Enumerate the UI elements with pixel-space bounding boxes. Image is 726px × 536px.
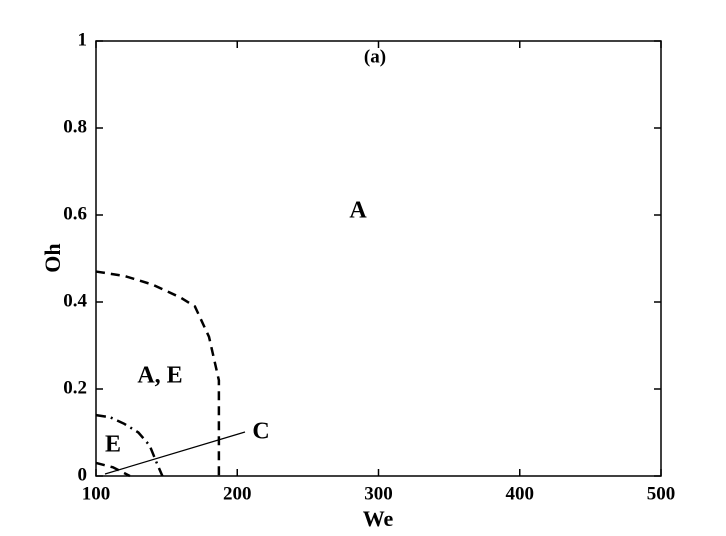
x-tick-label: 400 xyxy=(506,483,535,504)
boundary-curve xyxy=(95,413,164,477)
boundary-curve xyxy=(95,461,131,478)
x-axis-label: We xyxy=(363,506,394,531)
x-tick-label: 200 xyxy=(223,483,252,504)
y-tick-label: 0.8 xyxy=(63,116,87,137)
annotation: (a) xyxy=(364,46,386,67)
annotation: A, E xyxy=(137,363,182,389)
y-tick-label: 1 xyxy=(78,29,88,50)
annotation: A xyxy=(349,198,367,224)
plot-frame xyxy=(95,40,662,477)
x-tick-label: 100 xyxy=(82,483,111,504)
y-axis-label: Oh xyxy=(40,243,65,272)
x-tick-label: 500 xyxy=(647,483,676,504)
y-tick-label: 0.6 xyxy=(63,203,87,224)
y-tick-label: 0.4 xyxy=(63,290,87,311)
y-tick-label: 0 xyxy=(78,464,88,485)
x-tick-label: 300 xyxy=(364,483,393,504)
boundary-curve xyxy=(95,270,221,476)
annotation: C xyxy=(252,419,269,445)
pointer-line xyxy=(104,431,246,475)
y-tick-label: 0.2 xyxy=(63,377,87,398)
annotation: E xyxy=(105,432,121,458)
